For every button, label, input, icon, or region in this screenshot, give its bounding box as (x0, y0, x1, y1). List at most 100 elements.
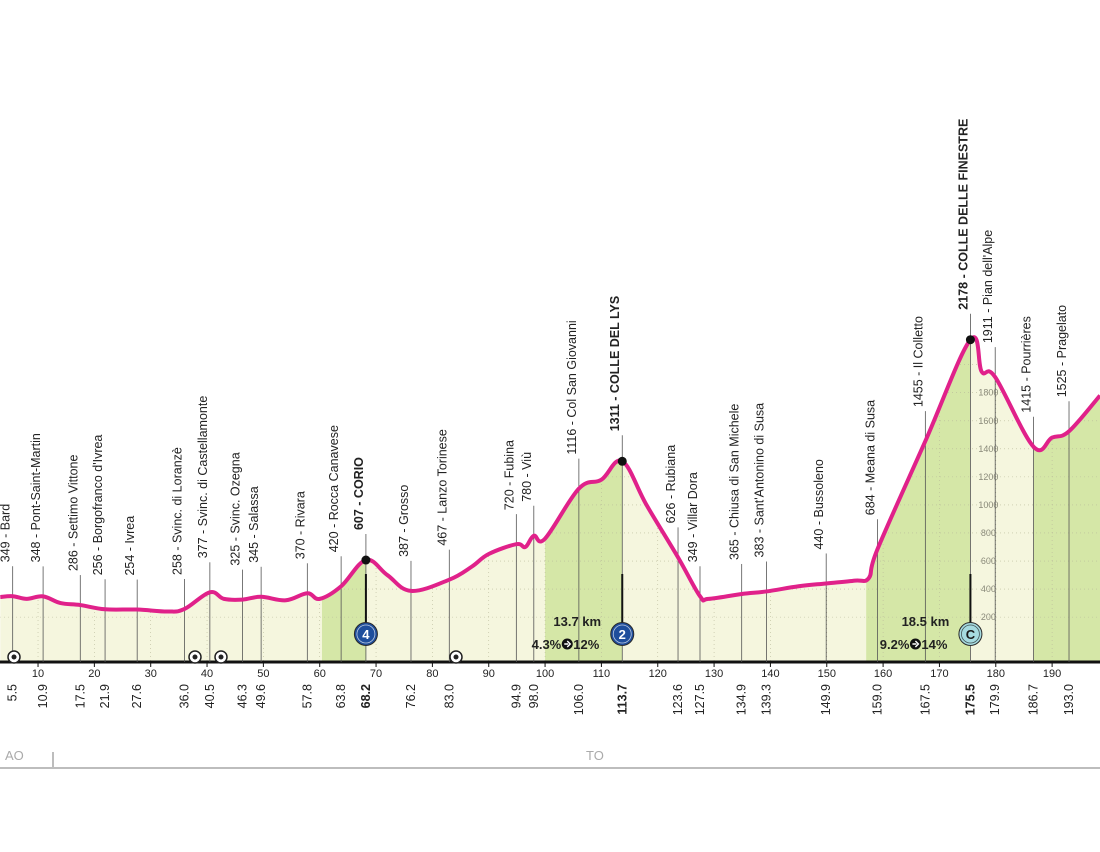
km-label: 21.9 (98, 684, 112, 708)
km-label: 17.5 (73, 684, 87, 708)
waypoint-label: 1525 - Pragelato (1055, 305, 1069, 397)
km-label: 40.5 (203, 684, 217, 708)
waypoint-label: 607 - CORIO (352, 457, 366, 530)
km-label: 10.9 (36, 684, 50, 708)
km-label: 36.0 (178, 684, 192, 708)
summit-dot (965, 335, 975, 345)
y-tick-label: 400 (981, 584, 996, 594)
arrow (912, 640, 920, 648)
climb-badge-ring (961, 624, 980, 644)
km-label: 68.2 (359, 684, 373, 708)
waypoint-label: 1116 - Col San Giovanni (565, 320, 579, 454)
climb-badge (958, 622, 983, 646)
km-label: 63.8 (334, 684, 348, 708)
climb-badge-ring (356, 624, 376, 644)
x-tick-label: 180 (987, 668, 1005, 680)
km-label: 127.5 (693, 684, 707, 715)
waypoint-label: 345 - Salassa (247, 486, 261, 562)
x-tick-label: 110 (593, 668, 611, 680)
x-tick-label: 150 (818, 668, 836, 680)
waypoint-label: 626 - Rubiana (664, 445, 678, 524)
waypoint-label: 258 - Svinc. di Loranzè (171, 447, 185, 575)
km-label: 76.2 (404, 684, 418, 708)
x-tick-label: 130 (705, 668, 723, 680)
climb-badge-label: 2 (619, 627, 626, 642)
y-tick-label: 1200 (978, 472, 998, 482)
y-tick-label: 800 (981, 528, 996, 538)
climb-average: 4.3% (532, 637, 562, 652)
climb-length: 13.7 km (553, 614, 601, 629)
climb-max: 14% (921, 637, 947, 652)
waypoint-label: 684 - Meana di Susa (863, 400, 877, 515)
x-tick-label: 40 (201, 668, 213, 680)
km-label: 193.0 (1062, 684, 1076, 715)
km-label: 49.6 (254, 684, 268, 708)
km-label: 123.6 (671, 684, 685, 715)
climb-badge-label: 4 (362, 627, 370, 642)
summit-dot (361, 555, 371, 565)
climb-length: 18.5 km (902, 614, 950, 629)
waypoint-label: 286 - Settimo Vittone (66, 455, 80, 572)
waypoint-label: 349 - Villar Dora (686, 472, 700, 562)
x-tick-label: 120 (649, 668, 667, 680)
waypoint-label: 325 - Svinc. Ozegna (229, 452, 243, 565)
x-tick-label: 80 (426, 668, 438, 680)
km-label: 186.7 (1027, 684, 1041, 715)
km-label: 27.6 (130, 684, 144, 708)
waypoint-label: 370 - Rivara (293, 491, 307, 559)
km-label: 139.3 (759, 684, 773, 715)
km-label: 175.5 (963, 684, 977, 715)
km-label: 113.7 (615, 684, 629, 715)
y-tick-label: 1800 (978, 388, 998, 398)
province-label: AO (5, 748, 24, 763)
x-tick-label: 10 (32, 668, 44, 680)
y-tick-label: 1000 (978, 500, 998, 510)
km-label: 5.5 (6, 684, 20, 701)
waypoint-label: 349 - Bard (0, 504, 13, 562)
waypoint-label: 365 - Chiusa di San Michele (728, 404, 742, 560)
waypoint-label: 383 - Sant'Antonino di Susa (752, 403, 766, 558)
waypoint-label: 256 - Borgofranco d'Ivrea (91, 435, 105, 576)
km-label: 83.0 (442, 684, 456, 708)
waypoint-label: 1415 - Pourrières (1020, 316, 1034, 413)
arrow (564, 640, 572, 648)
x-tick-label: 170 (930, 668, 948, 680)
road-icon-core (218, 654, 224, 660)
waypoint-label: 387 - Grosso (397, 485, 411, 557)
x-tick-label: 30 (145, 668, 157, 680)
km-label: 134.9 (735, 684, 749, 715)
waypoint-label: 2178 - COLLE DELLE FINESTRE (956, 119, 970, 310)
y-tick-label: 600 (981, 556, 996, 566)
climb-badge (353, 622, 378, 646)
km-label: 46.3 (236, 684, 250, 708)
waypoint-label: 377 - Svinc. di Castellamonte (196, 396, 210, 559)
km-label: 106.0 (572, 684, 586, 715)
waypoint-label: 720 - Fubina (502, 440, 516, 510)
x-tick-label: 160 (874, 668, 892, 680)
x-tick-label: 20 (88, 668, 100, 680)
profile-line (0, 335, 1100, 614)
province-label: TO (586, 748, 604, 763)
waypoint-label: 780 - Viù (520, 452, 534, 502)
y-tick-label: 1600 (978, 416, 998, 426)
y-tick-label: 200 (981, 612, 996, 622)
summit-dot (617, 456, 627, 466)
x-tick-label: 70 (370, 668, 382, 680)
waypoint-label: 440 - Bussoleno (812, 459, 826, 549)
climb-max: 12% (573, 637, 599, 652)
y-tick-label: 1400 (978, 444, 998, 454)
km-label: 98.0 (527, 684, 541, 708)
climb-average: 9.2% (880, 637, 910, 652)
km-label: 57.8 (300, 684, 314, 708)
x-tick-label: 90 (483, 668, 495, 680)
main-layer: 10 20 30 40 50 60 70 80 90 100 110 120 130 140 150 160 1… (0, 119, 1100, 715)
waypoint-label: 420 - Rocca Canavese (327, 425, 341, 552)
waypoint-label: 467 - Lanzo Torinese (435, 429, 449, 546)
road-icon-core (11, 654, 17, 660)
km-label: 149.9 (819, 684, 833, 715)
x-tick-label: 140 (761, 668, 779, 680)
waypoint-label: 1311 - COLLE DEL LYS (608, 296, 622, 431)
road-icon-core (453, 654, 459, 660)
